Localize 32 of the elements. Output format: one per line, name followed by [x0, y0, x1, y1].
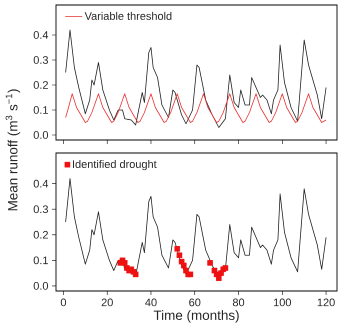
x-axis-title: Time (months): [154, 310, 239, 323]
point: [122, 260, 128, 266]
y-tick-label: 0.2: [34, 230, 48, 239]
y-tick-label: 0.1: [34, 256, 48, 264]
y-tick-label: 0.0: [34, 282, 48, 290]
y-tick-label: 0.2: [34, 81, 48, 89]
point: [174, 246, 180, 252]
point: [207, 260, 213, 266]
x-tick-label: 40: [145, 298, 157, 306]
point: [176, 252, 182, 258]
y-tick-label: 0.4: [34, 31, 48, 39]
x-tick-label: 60: [189, 298, 200, 306]
legend-label: Identified drought: [73, 160, 157, 170]
x-tick-label: 0: [60, 298, 66, 306]
x-tick-label: 100: [274, 298, 291, 306]
point: [222, 265, 228, 271]
x-tick-label: 80: [232, 298, 244, 306]
y-tick-label: 0.3: [34, 56, 48, 64]
line-series: [65, 93, 326, 123]
point: [181, 262, 187, 268]
x-tick-label: 20: [102, 298, 113, 306]
legend-label: Variable threshold: [84, 12, 172, 20]
y-tick-label: 0.4: [34, 180, 48, 188]
y-tick-label: 0.3: [34, 205, 48, 214]
y-axis-title: Mean runoff (m$^{3}$ s$^{−1}$): [6, 89, 20, 210]
y-tick-label: 0.0: [34, 131, 48, 139]
point: [216, 275, 222, 282]
point: [132, 272, 138, 278]
point: [188, 272, 194, 278]
y-tick-label: 0.1: [34, 106, 48, 114]
x-tick-label: 120: [318, 298, 335, 306]
line-series: [65, 30, 326, 128]
